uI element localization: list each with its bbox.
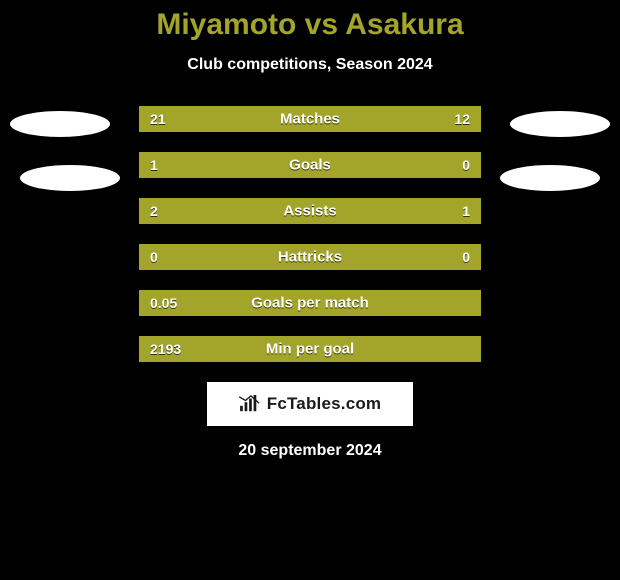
stat-label: Hattricks bbox=[278, 249, 342, 266]
stat-label: Goals bbox=[289, 157, 331, 174]
stat-value-left: 21 bbox=[150, 111, 166, 127]
stat-value-left: 0.05 bbox=[150, 295, 177, 311]
chart-bars-icon bbox=[239, 395, 261, 413]
source-badge: FcTables.com bbox=[207, 382, 413, 426]
avatar-player1-back bbox=[10, 111, 110, 137]
avatar-player1-front bbox=[20, 165, 120, 191]
stat-row: 0.05 Goals per match bbox=[139, 290, 481, 316]
stat-label: Matches bbox=[280, 111, 340, 128]
stat-value-left: 2193 bbox=[150, 341, 181, 357]
stat-label: Min per goal bbox=[266, 341, 354, 358]
stat-row: 2193 Min per goal bbox=[139, 336, 481, 362]
stats-area: 2112Matches10Goals21Assists00Hattricks0.… bbox=[0, 106, 620, 362]
bar-right bbox=[327, 245, 480, 269]
stat-row: 1 0 Goals bbox=[139, 152, 481, 178]
bar-left bbox=[140, 153, 405, 177]
source-badge-text: FcTables.com bbox=[267, 394, 382, 414]
stat-value-left: 1 bbox=[150, 157, 158, 173]
stat-label: Goals per match bbox=[251, 295, 369, 312]
stat-label: Assists bbox=[283, 203, 336, 220]
date-label: 20 september 2024 bbox=[0, 442, 620, 460]
stat-row: 21 12 Matches bbox=[139, 106, 481, 132]
subtitle: Club competitions, Season 2024 bbox=[0, 56, 620, 74]
stat-value-left: 0 bbox=[150, 249, 158, 265]
page-title: Miyamoto vs Asakura bbox=[0, 8, 620, 42]
stat-value-right: 12 bbox=[454, 111, 470, 127]
stat-rows: 2112Matches10Goals21Assists00Hattricks0.… bbox=[139, 106, 481, 362]
avatar-player2-back bbox=[510, 111, 610, 137]
stat-value-right: 0 bbox=[462, 157, 470, 173]
comparison-card: Miyamoto vs Asakura Club competitions, S… bbox=[0, 0, 620, 460]
avatar-player2-front bbox=[500, 165, 600, 191]
stat-value-right: 0 bbox=[462, 249, 470, 265]
bar-right bbox=[327, 199, 480, 223]
stat-value-left: 2 bbox=[150, 203, 158, 219]
stat-row: 2 1 Assists bbox=[139, 198, 481, 224]
stat-value-right: 1 bbox=[462, 203, 470, 219]
stat-row: 0 0 Hattricks bbox=[139, 244, 481, 270]
